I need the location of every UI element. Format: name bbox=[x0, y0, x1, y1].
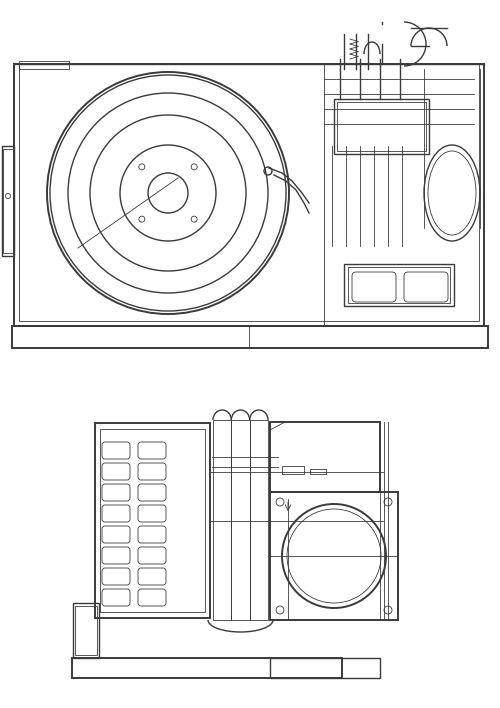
Bar bbox=[344, 264, 454, 306]
Bar bbox=[270, 658, 380, 678]
Bar bbox=[270, 492, 398, 620]
Bar bbox=[73, 603, 99, 658]
Bar bbox=[310, 469, 326, 474]
Bar bbox=[270, 422, 380, 492]
Bar bbox=[282, 466, 304, 474]
Bar bbox=[100, 429, 205, 612]
Bar bbox=[232, 420, 250, 620]
Bar bbox=[348, 267, 450, 303]
Bar bbox=[334, 99, 429, 154]
Bar bbox=[213, 420, 232, 620]
Bar bbox=[72, 658, 342, 678]
Bar bbox=[250, 420, 268, 620]
Bar bbox=[3, 149, 13, 253]
Bar bbox=[2, 146, 14, 256]
Bar bbox=[12, 326, 488, 348]
Bar bbox=[337, 102, 426, 151]
Bar bbox=[19, 61, 69, 69]
Bar bbox=[95, 423, 210, 618]
Bar bbox=[75, 606, 97, 655]
Bar bbox=[19, 64, 479, 321]
Bar bbox=[14, 64, 484, 326]
